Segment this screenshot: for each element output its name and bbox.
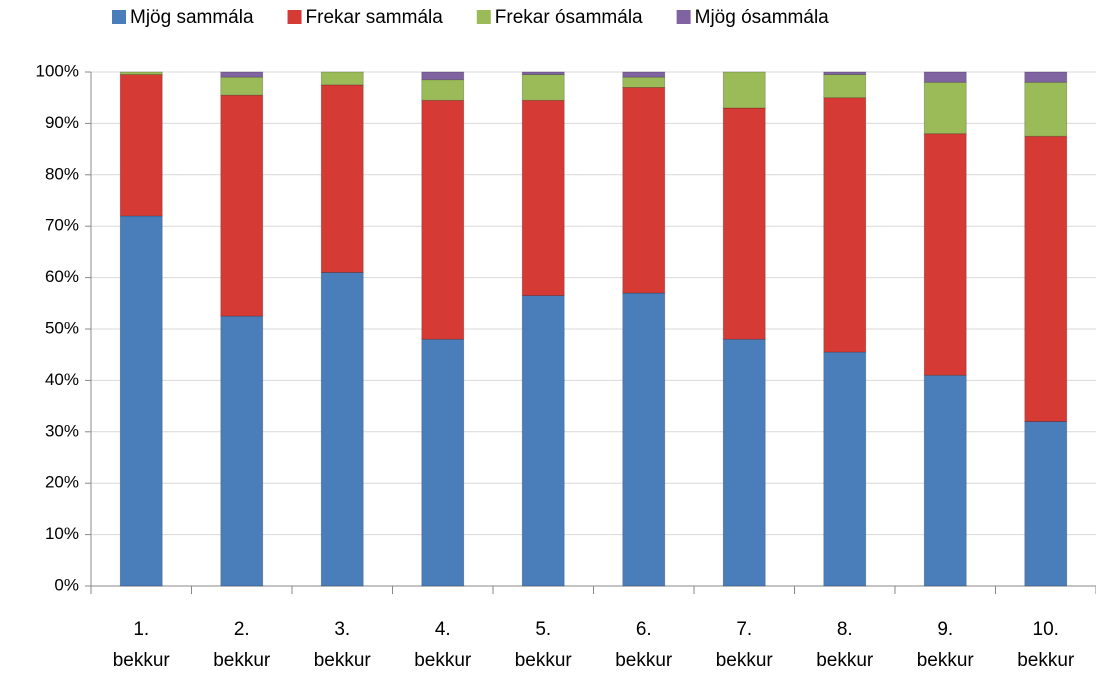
y-tick-label: 0%: [54, 575, 79, 594]
y-tick-label: 70%: [45, 216, 79, 235]
x-tick-label: 8. bekkur: [816, 619, 874, 671]
bar-segment: [220, 315, 264, 587]
legend-swatch: [112, 10, 126, 24]
bar-segment: [823, 351, 867, 587]
bar-segment: [521, 99, 565, 296]
y-tick-label: 50%: [45, 318, 79, 337]
bar-segment: [119, 74, 163, 217]
bar-segment: [823, 97, 867, 353]
y-tick-label: 80%: [45, 164, 79, 183]
x-tick-label: 1. bekkur: [112, 619, 170, 671]
bar-segment: [421, 338, 465, 587]
x-tick-label: 6. bekkur: [615, 619, 673, 671]
x-tick-label: 4. bekkur: [414, 619, 472, 671]
bar-segment: [1024, 421, 1068, 587]
bar-segment: [220, 76, 264, 96]
bar-segment: [923, 71, 967, 83]
bar-segment: [220, 71, 264, 78]
legend-swatch: [676, 10, 691, 24]
x-tick-label: 9. bekkur: [916, 619, 974, 671]
bar-segment: [521, 295, 565, 587]
y-tick-label: 30%: [45, 421, 79, 440]
bar-segment: [722, 338, 766, 587]
bar-segment: [320, 84, 364, 273]
x-tick-label: 5. bekkur: [514, 619, 572, 671]
y-tick-label: 90%: [45, 113, 79, 132]
bar-segment: [622, 87, 666, 294]
bar-segment: [119, 71, 163, 75]
legend-label: Frekar sammála: [306, 7, 444, 28]
bar-segment: [923, 81, 967, 135]
bar-segment: [622, 76, 666, 88]
bar-segment: [923, 374, 967, 587]
bar-segment: [622, 292, 666, 587]
bar-segment: [923, 133, 967, 376]
bar-segment: [521, 74, 565, 101]
bar-segment: [722, 107, 766, 340]
bar-segment: [521, 71, 565, 75]
x-tick-label: 3. bekkur: [313, 619, 371, 671]
legend-swatch: [287, 10, 302, 24]
bar-segment: [823, 71, 867, 75]
bar-segment: [1024, 71, 1068, 83]
x-tick-label: 7. bekkur: [715, 619, 773, 671]
x-tick-label: 2. bekkur: [213, 619, 271, 671]
bar-segment: [119, 215, 163, 587]
bar-segment: [622, 71, 666, 78]
y-tick-label: 60%: [45, 267, 79, 286]
bar-segment: [823, 74, 867, 99]
bar-segment: [421, 71, 465, 81]
legend-label: Mjög sammála: [130, 7, 254, 28]
bar-segment: [421, 99, 465, 340]
bar-segment: [722, 71, 766, 109]
bar-segment: [320, 272, 364, 587]
x-tick-label: 10. bekkur: [1017, 619, 1075, 671]
bar-segment: [320, 71, 364, 86]
bar-segment: [220, 94, 264, 317]
bar-segment: [421, 79, 465, 101]
legend-label: Frekar ósammála: [495, 7, 643, 28]
bar-segment: [1024, 81, 1068, 137]
y-tick-label: 10%: [45, 524, 79, 543]
legend-swatch: [476, 10, 491, 24]
y-tick-label: 20%: [45, 473, 79, 492]
bar-segment: [1024, 135, 1068, 422]
legend-label: Mjög ósammála: [695, 7, 830, 28]
y-tick-label: 40%: [45, 370, 79, 389]
y-tick-label: 100%: [36, 61, 79, 80]
